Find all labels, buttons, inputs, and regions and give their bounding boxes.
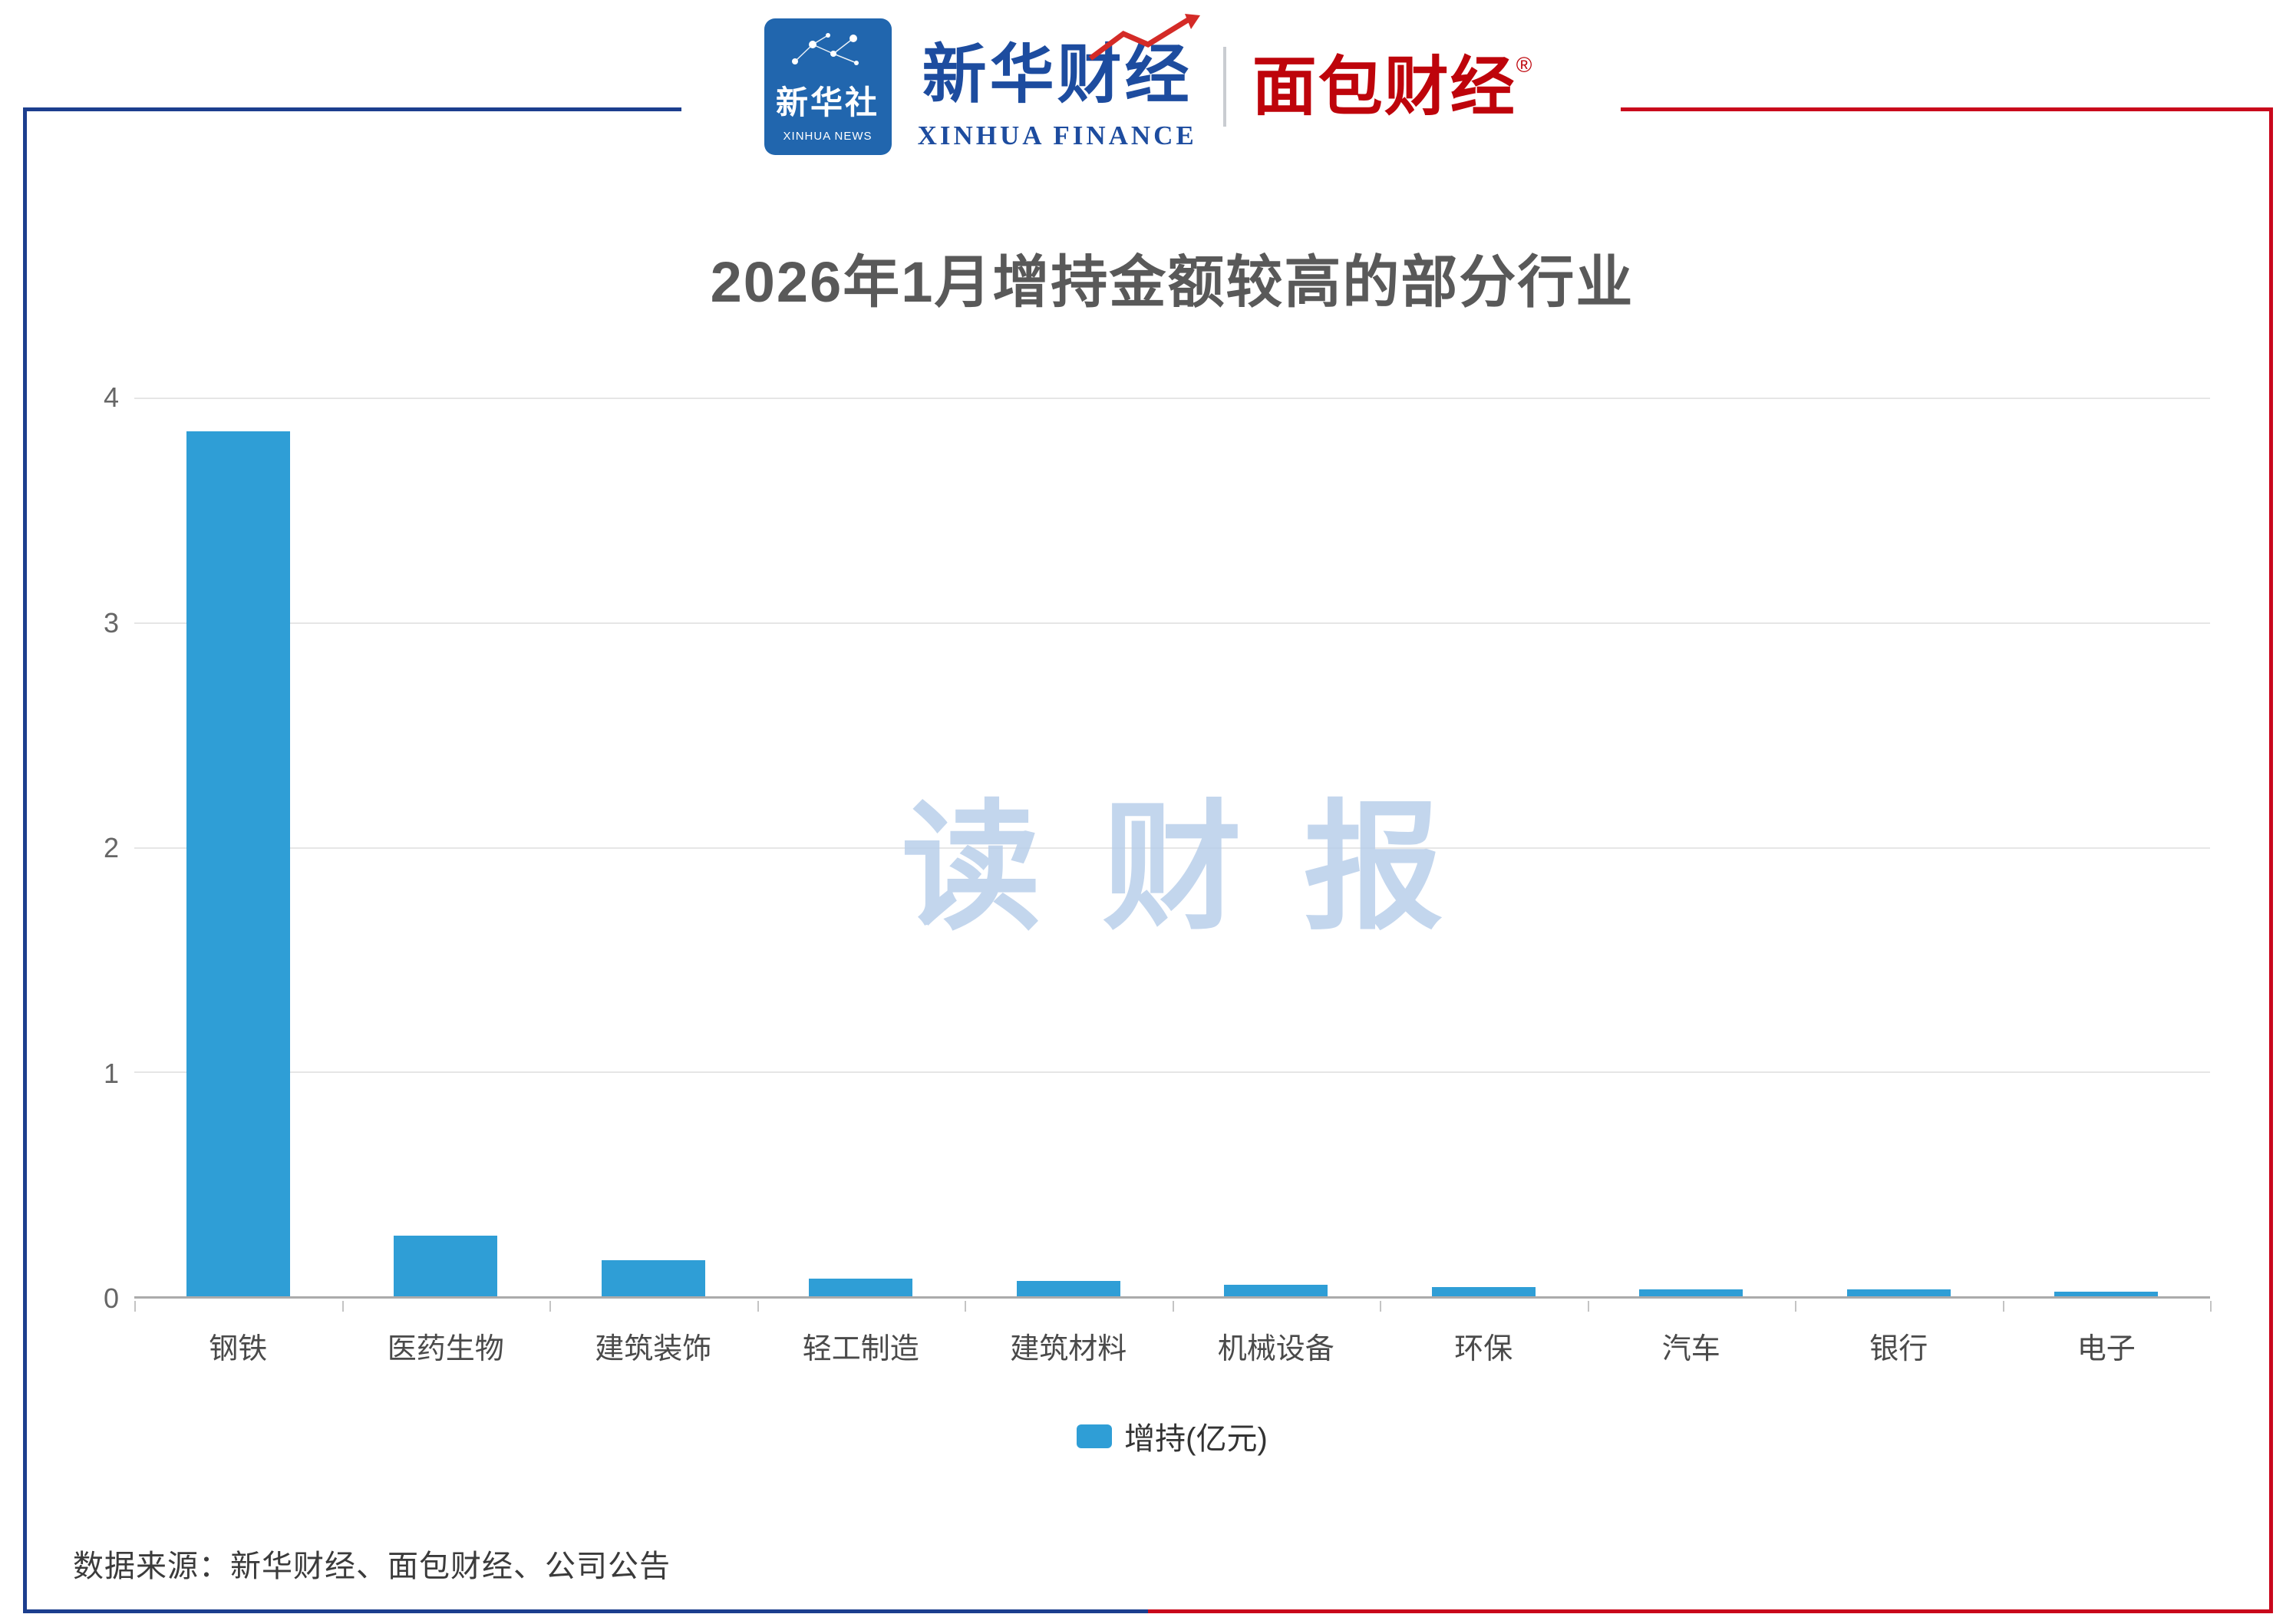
x-ticks: [134, 1301, 2212, 1312]
bar-band: [1795, 398, 2003, 1296]
bar-band: [549, 398, 757, 1296]
x-category-label: 银行: [1869, 1333, 1928, 1365]
chart-title: 2026年1月增持金额较高的部分行业: [710, 250, 1635, 314]
y-tick-label: 2: [103, 832, 119, 863]
source-note: 数据来源：新华财经、面包财经、公司公告: [73, 1550, 671, 1583]
x-category-label: 机械设备: [1217, 1333, 1334, 1365]
bar-电子: [2054, 1292, 2159, 1296]
legend-label: 增持(亿元): [1124, 1422, 1268, 1456]
y-tick-label: 1: [103, 1057, 119, 1089]
registered-mark: ®: [1516, 53, 1532, 77]
gridlines: [134, 398, 2210, 1296]
bar-机械设备: [1224, 1285, 1328, 1296]
x-category-label: 医药生物: [387, 1333, 504, 1365]
x-tick: [1795, 1301, 1796, 1312]
bar-银行: [1846, 1289, 1951, 1296]
bar-band: [1380, 398, 1588, 1296]
x-category-label: 钢铁: [209, 1333, 268, 1365]
y-tick-label: 0: [103, 1282, 119, 1314]
bar-汽车: [1639, 1289, 1743, 1296]
x-category-label: 电子: [2077, 1333, 2136, 1365]
xinhua-finance-cn: 新华财经: [922, 39, 1193, 111]
y-tick-label: 4: [103, 381, 119, 413]
bars: [134, 398, 2210, 1296]
bread-finance-logo: 面包财经 ®: [1252, 51, 1532, 123]
xinhua-news-logo-en: XINHUA NEWS: [783, 130, 873, 143]
xinhua-news-logo: 新华社 XINHUA NEWS: [764, 18, 892, 155]
bread-finance-cn: 面包财经: [1252, 51, 1516, 123]
x-category-label: 建筑材料: [1010, 1333, 1127, 1365]
bar-band: [1588, 398, 1796, 1296]
frame-left-line: [23, 107, 27, 1613]
bar-医药生物: [394, 1235, 498, 1296]
legend-swatch: [1077, 1424, 1113, 1448]
bar-band: [757, 398, 965, 1296]
xinhua-news-logo-cn: 新华社: [776, 84, 880, 120]
x-category-label: 轻工制造: [802, 1333, 919, 1365]
bar-band: [134, 398, 342, 1296]
x-category-label: 环保: [1454, 1333, 1513, 1365]
xinhua-finance-en: XINHUA FINANCE: [917, 120, 1197, 150]
gridline: [134, 622, 2210, 624]
x-tick: [341, 1301, 344, 1312]
bar-band: [342, 398, 550, 1296]
gridline: [134, 1071, 2210, 1074]
x-tick: [2210, 1301, 2212, 1312]
bar-环保: [1431, 1287, 1536, 1296]
bar-钢铁: [186, 431, 290, 1296]
network-dots-icon: [791, 33, 859, 65]
plot-area: 读财报: [134, 398, 2210, 1299]
bar-建筑装饰: [601, 1260, 705, 1296]
y-axis-labels: 0 1 2 3 4: [50, 381, 119, 1314]
bar-band: [1173, 398, 1381, 1296]
legend: 增持(亿元): [134, 1414, 2210, 1458]
x-category-label: 建筑装饰: [595, 1333, 712, 1365]
xinhua-finance-logo: 新华财经 XINHUA FINANCE: [917, 13, 1200, 151]
frame-right-line: [2269, 107, 2273, 1613]
x-tick: [1380, 1301, 1381, 1312]
x-tick: [134, 1301, 136, 1312]
bar-band: [965, 398, 1173, 1296]
x-axis-labels: 钢铁 医药生物 建筑装饰 轻工制造 建筑材料 机械设备 环保 汽车 银行 电子: [134, 1305, 2210, 1367]
x-tick: [2002, 1301, 2004, 1312]
frame-bottom-left-line: [23, 1609, 1148, 1613]
y-tick-label: 3: [103, 606, 119, 639]
logo-separator: [1222, 47, 1226, 127]
frame-bottom-right-line: [1148, 1609, 2273, 1613]
x-tick: [1587, 1301, 1589, 1312]
gridline: [134, 398, 2210, 399]
x-category-label: 汽车: [1661, 1333, 1720, 1365]
frame-top-left-line: [23, 107, 681, 111]
frame-top-right-line: [1621, 107, 2273, 111]
x-tick: [757, 1301, 759, 1312]
x-tick: [549, 1301, 551, 1312]
bar-建筑材料: [1016, 1280, 1120, 1296]
x-tick: [1172, 1301, 1174, 1312]
x-tick: [965, 1301, 966, 1312]
trend-arrow-icon: [1088, 13, 1200, 61]
header: 新华社 XINHUA NEWS 新华财经 XINHUA FINANCE 面包财经…: [0, 13, 2296, 155]
bar-轻工制造: [809, 1278, 913, 1296]
gridline: [134, 847, 2210, 849]
bar-band: [2003, 398, 2211, 1296]
